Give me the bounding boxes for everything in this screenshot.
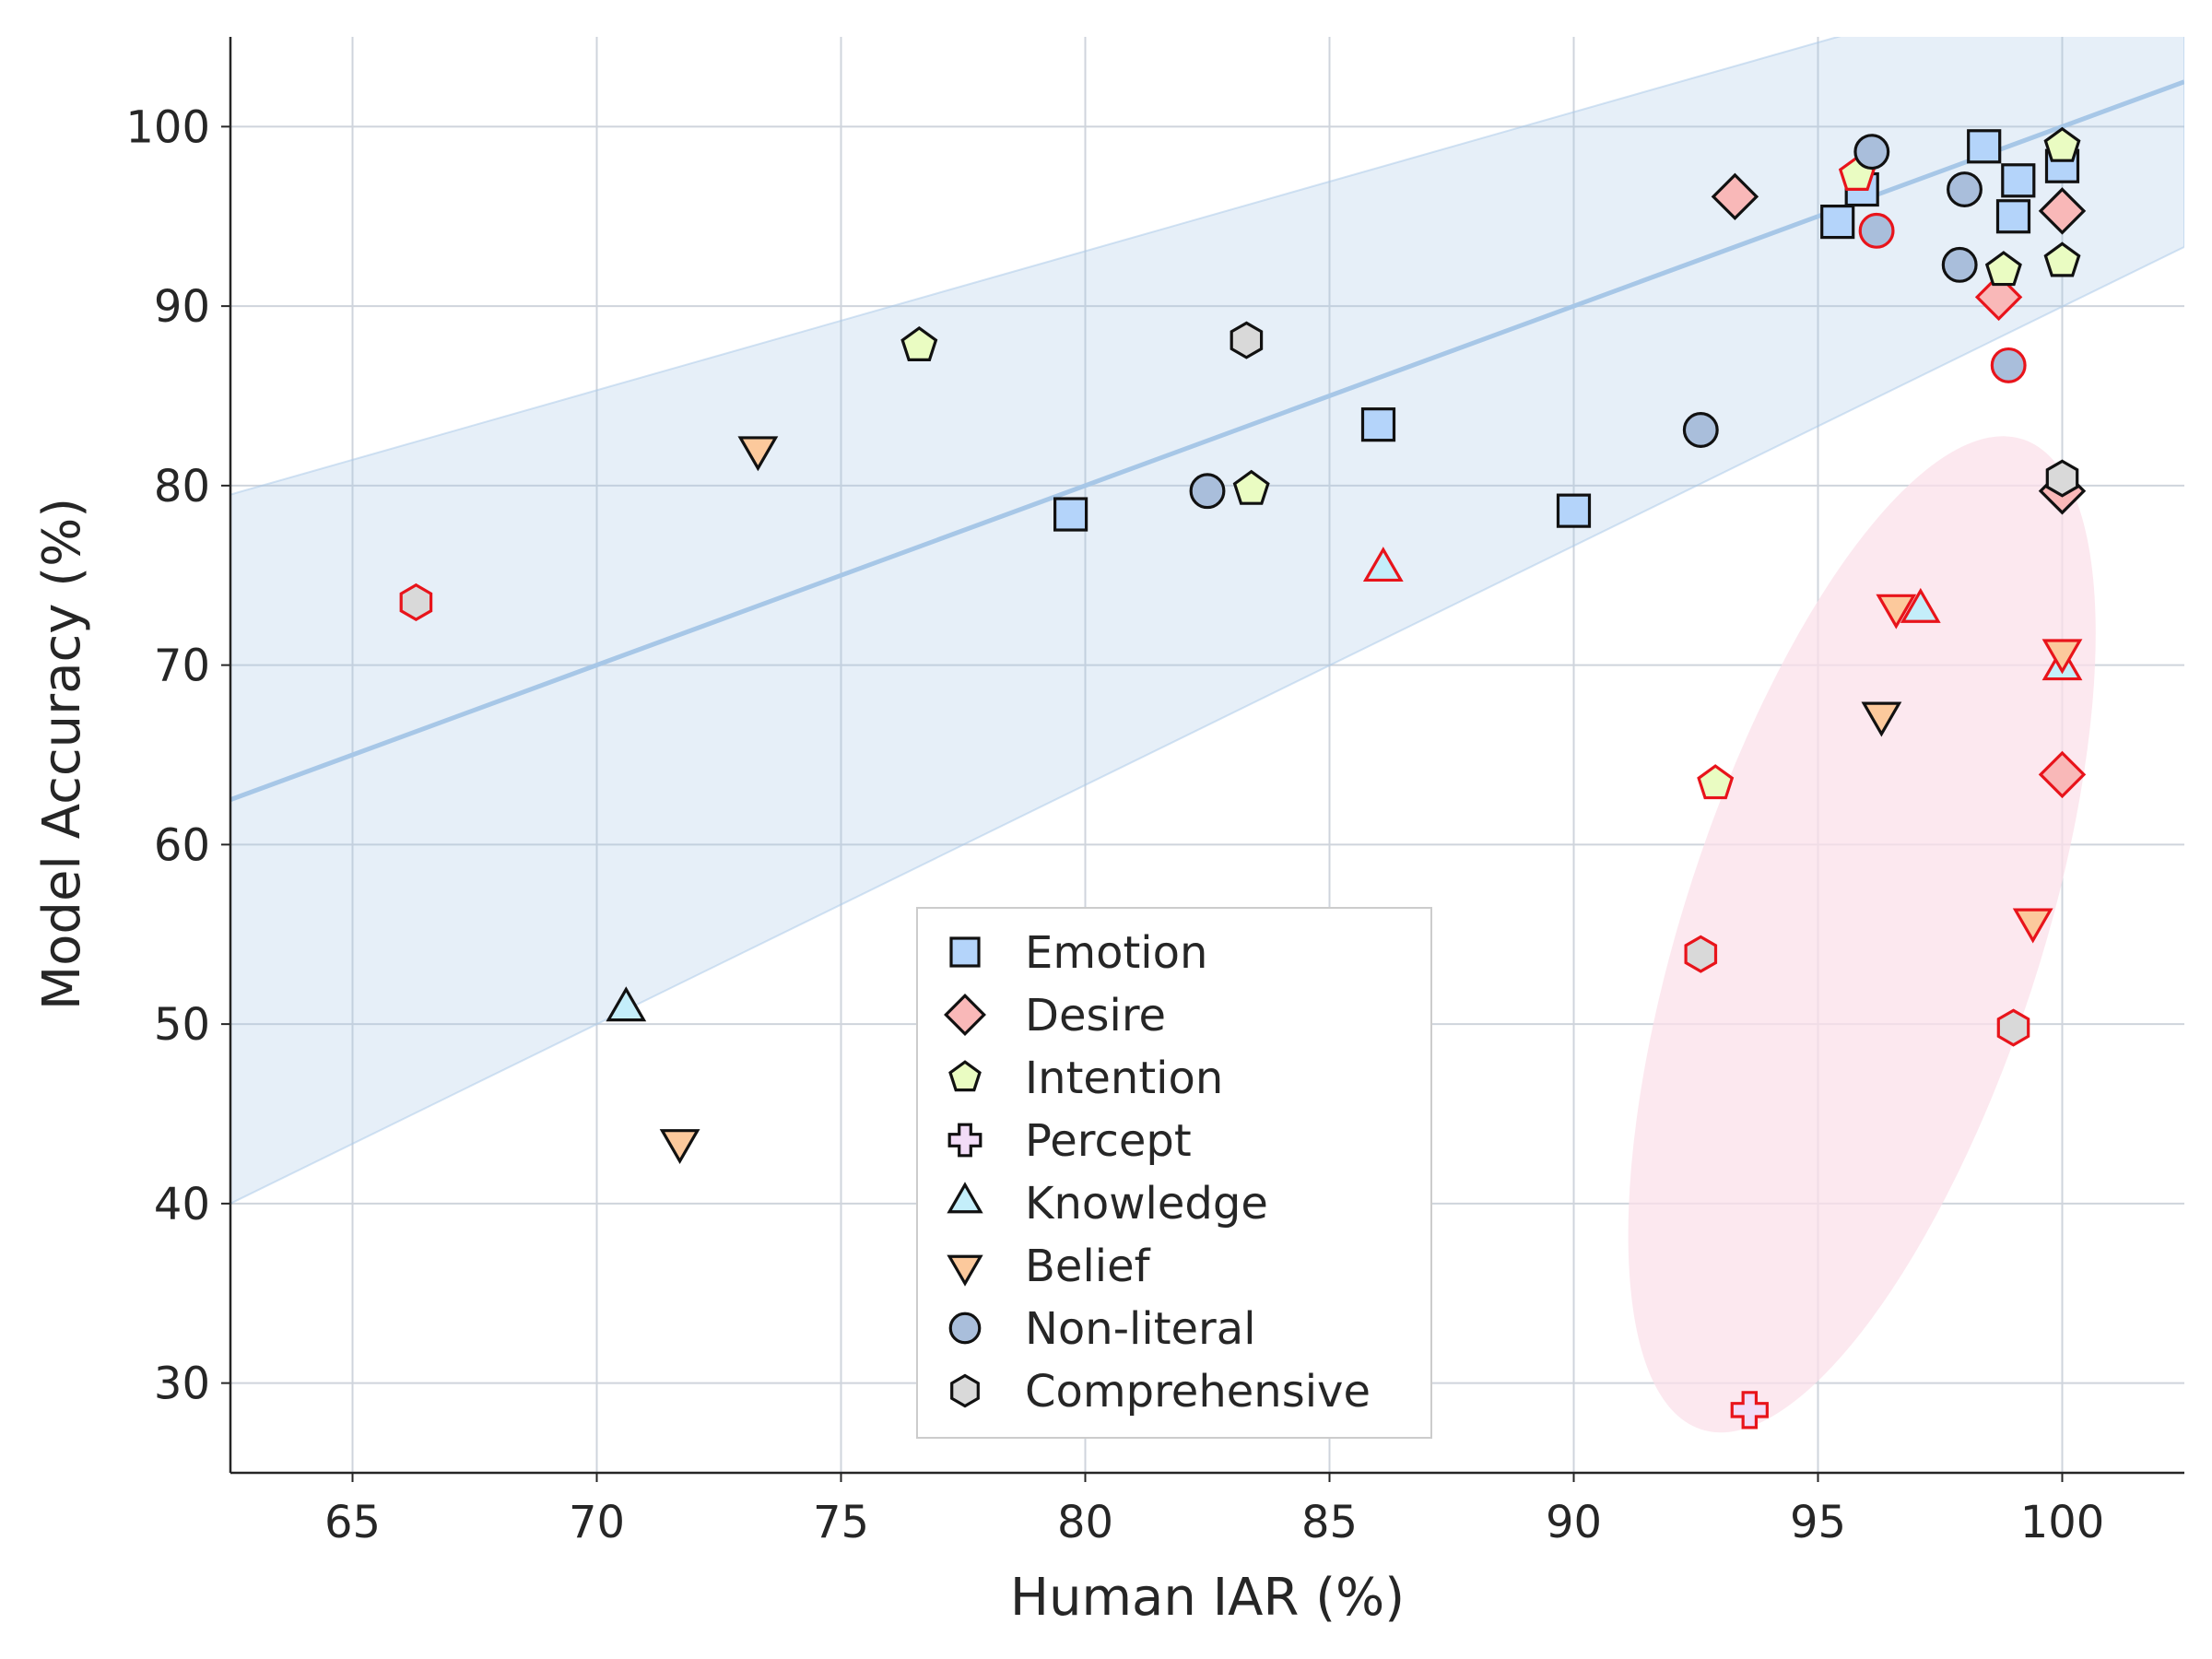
point-belief bbox=[737, 436, 779, 472]
legend-label-emotion: Emotion bbox=[1025, 927, 1207, 979]
legend-marker-emotion bbox=[949, 936, 981, 968]
axes bbox=[229, 37, 2184, 1475]
legend-label-percept: Percept bbox=[1025, 1115, 1192, 1167]
point-comprehensive bbox=[399, 582, 433, 622]
point-comprehensive bbox=[2045, 459, 2079, 498]
point-intention bbox=[2043, 241, 2081, 277]
data-points bbox=[399, 126, 2087, 1430]
point-non-literal bbox=[1947, 171, 1983, 207]
point-belief bbox=[2041, 639, 2083, 675]
point-intention bbox=[1984, 251, 2022, 287]
x-tick-label: 90 bbox=[1546, 1497, 1602, 1548]
point-belief bbox=[2012, 908, 2053, 944]
x-tick-label: 80 bbox=[1057, 1497, 1113, 1548]
point-emotion bbox=[1995, 199, 2031, 234]
point-desire bbox=[2038, 187, 2087, 235]
point-emotion bbox=[2001, 163, 2036, 198]
y-tick-label: 80 bbox=[154, 461, 210, 512]
y-tick-label: 90 bbox=[154, 281, 210, 333]
point-emotion bbox=[1820, 204, 1855, 240]
legend-marker-knowledge bbox=[947, 1182, 983, 1214]
point-intention bbox=[900, 325, 938, 361]
point-comprehensive bbox=[1996, 1008, 2030, 1047]
point-emotion bbox=[1556, 493, 1592, 528]
point-knowledge bbox=[1362, 547, 1404, 582]
point-non-literal bbox=[1941, 246, 1978, 283]
y-tick-label: 100 bbox=[125, 101, 210, 153]
legend-label-desire: Desire bbox=[1025, 990, 1166, 1041]
legend-label-knowledge: Knowledge bbox=[1025, 1178, 1268, 1230]
point-emotion bbox=[1053, 497, 1088, 532]
x-tick-label: 85 bbox=[1301, 1497, 1358, 1548]
x-tick-label: 70 bbox=[569, 1497, 625, 1548]
ticks: 65 70 75 80 85 90 95 100 30 40 50 60 70 80 90 100 bbox=[125, 101, 2104, 1548]
legend-label-belief: Belief bbox=[1025, 1241, 1151, 1292]
point-non-literal bbox=[1189, 473, 1226, 510]
point-comprehensive bbox=[1230, 321, 1264, 359]
x-tick-label: 100 bbox=[2020, 1497, 2105, 1548]
y-tick-label: 30 bbox=[154, 1359, 210, 1410]
x-axis-label: Human IAR (%) bbox=[1010, 1568, 1405, 1628]
legend-marker-belief bbox=[947, 1254, 983, 1287]
legend-marker-comprehensive bbox=[950, 1373, 980, 1408]
point-intention bbox=[2043, 126, 2081, 162]
point-belief bbox=[1861, 701, 1902, 737]
point-intention bbox=[1232, 469, 1270, 505]
legend-label-non-literal: Non-literal bbox=[1025, 1303, 1256, 1355]
confidence-band bbox=[230, 37, 2184, 1205]
point-belief bbox=[1876, 594, 1917, 629]
point-non-literal bbox=[1853, 134, 1890, 171]
x-tick-label: 75 bbox=[813, 1497, 869, 1548]
point-emotion bbox=[1967, 129, 2002, 164]
point-desire bbox=[2038, 750, 2087, 799]
legend-label-comprehensive: Comprehensive bbox=[1025, 1366, 1371, 1418]
legend-frame bbox=[916, 907, 1432, 1439]
legend-marker-desire bbox=[944, 994, 986, 1036]
y-axis-label: Model Accuracy (%) bbox=[32, 498, 92, 1010]
point-comprehensive bbox=[1684, 935, 1718, 973]
legend-marker-intention bbox=[948, 1060, 982, 1092]
point-non-literal bbox=[1682, 412, 1719, 448]
point-percept bbox=[1730, 1391, 1769, 1430]
y-tick-label: 40 bbox=[154, 1179, 210, 1230]
point-knowledge bbox=[1900, 587, 1941, 623]
legend: Emotion Desire Intention Percept Knowledge Be… bbox=[916, 907, 1432, 1439]
legend-marker-non-literal bbox=[948, 1312, 982, 1345]
legend-marker-percept bbox=[947, 1123, 982, 1158]
point-intention bbox=[1697, 764, 1735, 800]
y-tick-label: 70 bbox=[154, 641, 210, 692]
point-desire bbox=[1974, 273, 2023, 322]
x-tick-label: 65 bbox=[324, 1497, 381, 1548]
point-non-literal bbox=[1858, 212, 1895, 249]
x-tick-label: 95 bbox=[1790, 1497, 1846, 1548]
point-desire bbox=[1711, 172, 1759, 221]
highlight-ellipse bbox=[1628, 436, 2096, 1433]
point-non-literal bbox=[1990, 347, 2027, 383]
y-tick-label: 60 bbox=[154, 819, 210, 871]
point-knowledge bbox=[606, 986, 647, 1022]
point-belief bbox=[659, 1129, 700, 1165]
legend-label-intention: Intention bbox=[1025, 1053, 1223, 1104]
y-tick-label: 50 bbox=[154, 999, 210, 1051]
point-emotion bbox=[1360, 407, 1396, 442]
